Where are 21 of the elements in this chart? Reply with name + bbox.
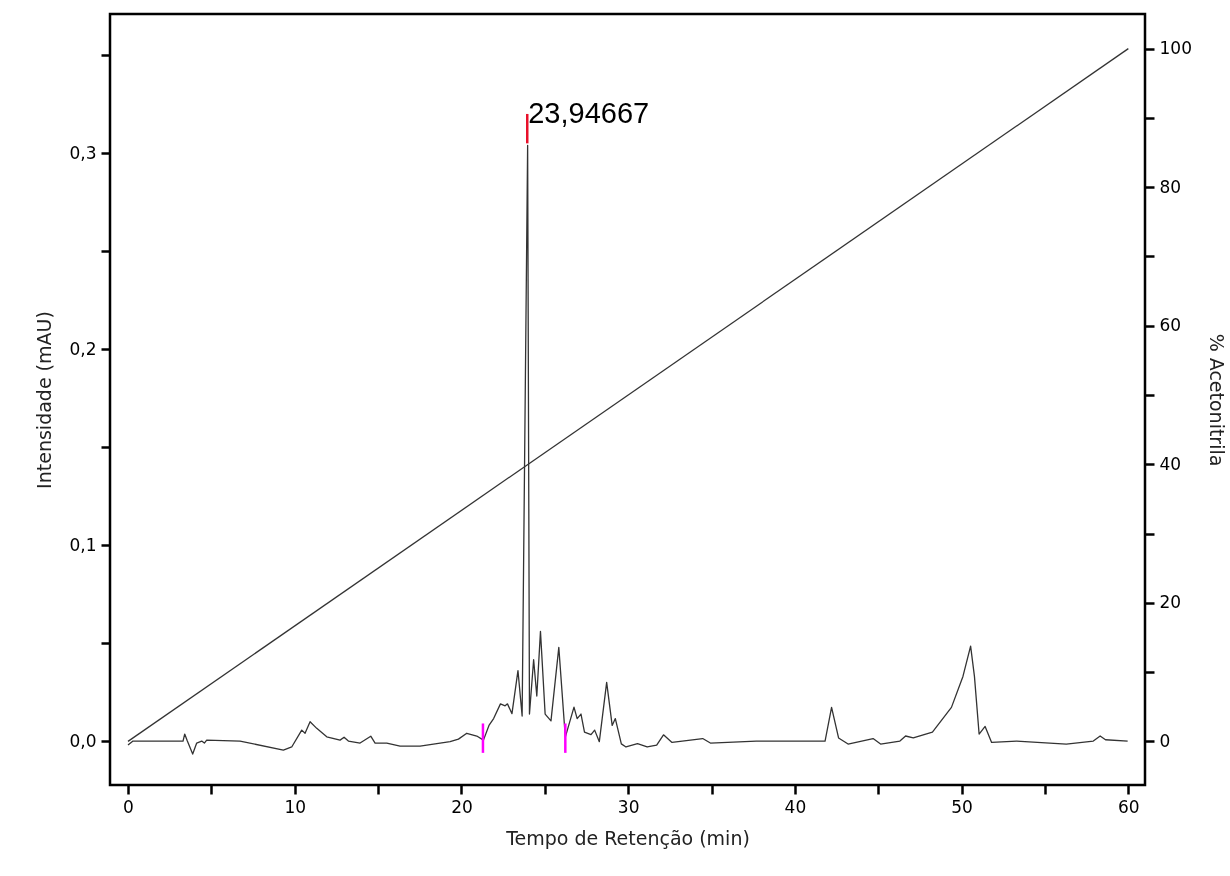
y2-tick-label: 0	[1159, 730, 1171, 751]
x-tick-label: 10	[284, 796, 307, 817]
x-tick-label: 0	[123, 796, 134, 817]
x-axis-title: Tempo de Retenção (min)	[505, 826, 750, 849]
x-tick-label: 40	[784, 796, 807, 817]
y-tick-label: 0,3	[69, 142, 97, 163]
y2-axis-title: % Acetonitrila	[1205, 333, 1228, 467]
y-axis-title: Intensidade (mAU)	[33, 311, 56, 489]
y-tick-label: 0,0	[69, 730, 97, 751]
y2-tick-label: 100	[1159, 38, 1192, 59]
x-tick-label: 50	[951, 796, 973, 817]
x-tick-label: 60	[1118, 796, 1140, 817]
y2-tick-label: 60	[1159, 315, 1182, 336]
y-tick-label: 0,1	[69, 534, 97, 555]
x-tick-label: 30	[617, 796, 640, 817]
y2-tick-label: 20	[1159, 592, 1182, 613]
annotation: 23,94667	[528, 96, 650, 129]
y-tick-label: 0,2	[69, 338, 97, 359]
x-tick-label: 20	[451, 796, 473, 817]
y2-tick-label: 40	[1159, 453, 1182, 474]
y2-tick-label: 80	[1159, 176, 1182, 197]
